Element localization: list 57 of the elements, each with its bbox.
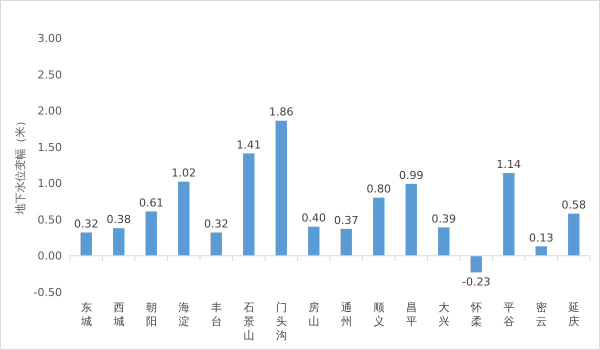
x-tick-label: 昌平 — [406, 301, 417, 328]
x-tick-label: 海淀 — [178, 301, 190, 328]
y-tick-label: 1.50 — [38, 140, 62, 154]
x-tick-label: 西城 — [112, 301, 124, 328]
x-tick-label: 平谷 — [503, 301, 514, 328]
data-label: 0.58 — [562, 198, 586, 212]
x-tick-label: 石景山 — [243, 301, 254, 342]
x-tick-label: 门头沟 — [276, 301, 287, 342]
y-tick-label: 0.50 — [38, 213, 62, 226]
bar — [308, 226, 320, 256]
data-label: 0.99 — [399, 168, 424, 182]
data-label: 1.86 — [269, 106, 294, 119]
data-label: -0.23 — [462, 275, 490, 288]
bar — [373, 198, 384, 256]
data-label: 0.61 — [139, 196, 164, 210]
bar — [340, 228, 352, 256]
y-tick-label: -0.50 — [34, 286, 62, 299]
bar — [503, 172, 514, 256]
data-label: 0.37 — [334, 214, 358, 227]
data-label: 0.40 — [302, 212, 326, 225]
bar — [80, 232, 92, 256]
bar — [178, 182, 190, 256]
data-label: 1.41 — [236, 138, 261, 152]
bar — [243, 153, 254, 256]
data-label: 0.80 — [366, 182, 391, 196]
x-tick-label: 延庆 — [567, 301, 580, 328]
data-label: 0.13 — [529, 231, 554, 244]
bar — [438, 227, 450, 256]
bar — [210, 232, 222, 256]
x-tick-label: 丰台 — [210, 301, 222, 328]
x-tick-label: 朝阳 — [146, 301, 157, 328]
bar — [568, 214, 580, 256]
y-tick-label: 1.00 — [38, 177, 62, 190]
data-label: 1.02 — [172, 166, 196, 180]
x-tick-label: 大兴 — [438, 301, 450, 328]
data-label: 0.38 — [106, 213, 131, 226]
x-tick-label: 怀柔 — [470, 301, 482, 328]
data-label: 1.14 — [496, 158, 521, 171]
data-label: 0.39 — [432, 212, 456, 226]
y-axis-title: 地下水位变幅（米） — [14, 116, 27, 216]
data-label: 0.32 — [74, 217, 98, 230]
x-tick-label: 东城 — [80, 301, 92, 328]
bar — [536, 246, 547, 256]
bar — [470, 256, 482, 272]
x-tick-label: 顺义 — [373, 301, 384, 328]
bar — [146, 211, 157, 256]
y-tick-label: 3.00 — [38, 32, 62, 45]
y-tick-label: 0.00 — [38, 250, 62, 263]
x-tick-label: 房山 — [308, 301, 320, 328]
bar — [406, 184, 417, 256]
y-tick-label: 2.00 — [38, 104, 62, 118]
bar — [113, 228, 124, 256]
x-tick-label: 通州 — [340, 301, 352, 328]
data-label: 0.32 — [204, 217, 228, 230]
bar — [276, 120, 287, 256]
x-tick-label: 密云 — [536, 301, 547, 328]
y-tick-label: 2.50 — [38, 68, 62, 82]
